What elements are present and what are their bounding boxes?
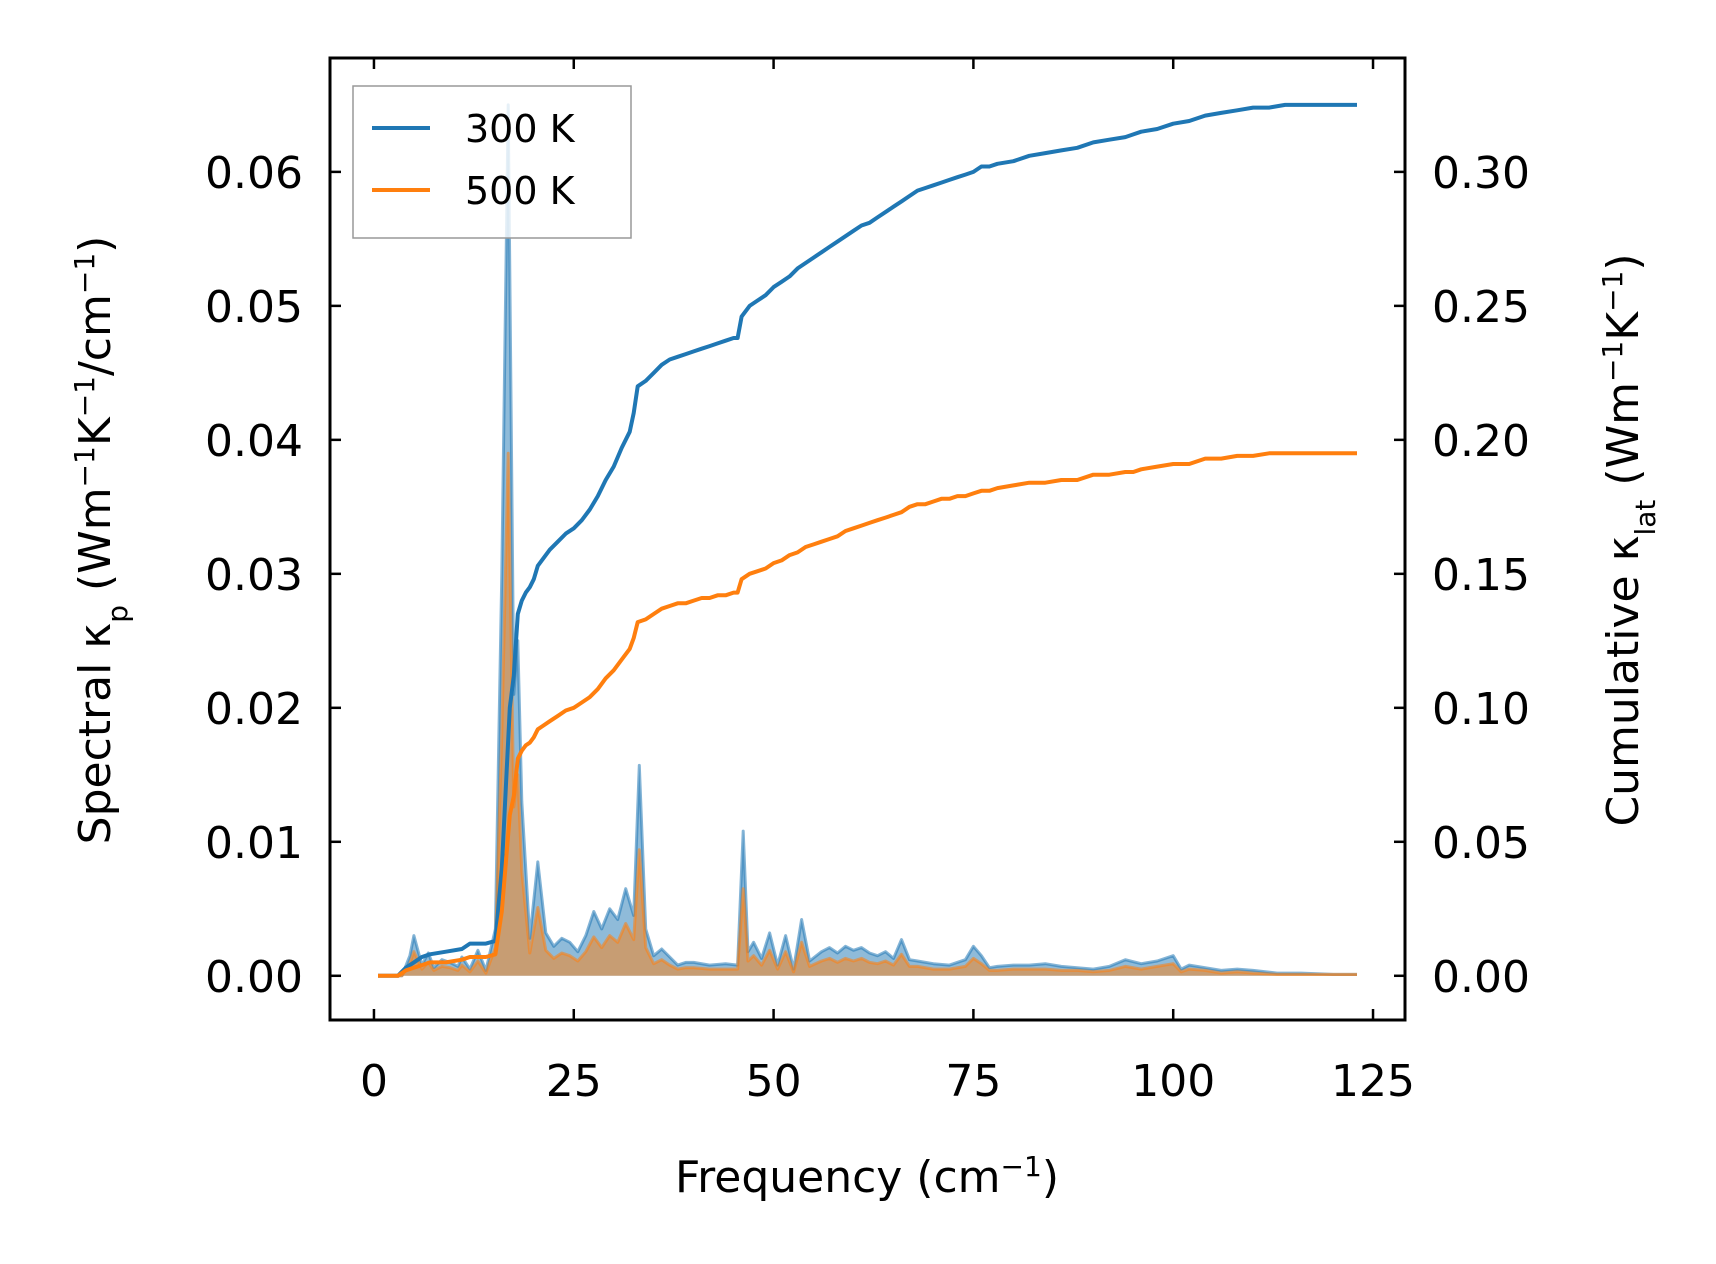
left-y-tick-label: 0.01: [205, 818, 303, 869]
x-tick-label: 0: [360, 1056, 388, 1107]
x-tick-label: 125: [1331, 1056, 1415, 1107]
right-y-tick-label: 0.30: [1432, 148, 1530, 199]
legend-box: [352, 85, 632, 239]
right-y-tick-label: 0.00: [1432, 952, 1530, 1003]
right-y-tick-label: 0.20: [1432, 416, 1530, 467]
series-layer: [378, 102, 1357, 978]
right-y-tick-label: 0.05: [1432, 818, 1530, 869]
cumulative-line-300k: [378, 102, 1357, 978]
right-y-axis-label: Cumulative κlat (Wm−1K−1): [1596, 253, 1662, 826]
x-tick-label: 25: [546, 1056, 602, 1107]
plot-frame: [328, 56, 1407, 1022]
spectral-line-500k: [378, 451, 1357, 978]
ticks-layer: 0 25 50 75 100 125 0.00 0.01 0.02 0.03 0.04 0.05 0.0…: [205, 58, 1530, 1107]
legend-label-300k: 300 K: [465, 107, 576, 151]
left-y-tick-label: 0.04: [205, 416, 303, 467]
left-y-tick-label: 0.00: [205, 952, 303, 1003]
x-tick-label: 100: [1131, 1056, 1215, 1107]
cumulative-line-500k: [378, 451, 1357, 978]
left-y-tick-label: 0.03: [205, 550, 303, 601]
left-y-tick-label: 0.02: [205, 684, 303, 735]
spectral-line-300k: [378, 103, 1357, 978]
x-tick-label: 50: [746, 1056, 802, 1107]
right-y-tick-label: 0.15: [1432, 550, 1530, 601]
left-y-tick-label: 0.06: [205, 148, 303, 199]
x-axis-label: Frequency (cm−1): [675, 1150, 1059, 1204]
right-y-tick-label: 0.25: [1432, 282, 1530, 333]
left-y-axis-label: Spectral κp (Wm−1K−1/cm−1): [68, 236, 134, 845]
x-tick-label: 75: [945, 1056, 1001, 1107]
right-y-tick-label: 0.10: [1432, 684, 1530, 735]
legend: 300 K 500 K: [352, 85, 632, 239]
left-y-tick-label: 0.05: [205, 282, 303, 333]
legend-label-500k: 500 K: [465, 169, 576, 213]
